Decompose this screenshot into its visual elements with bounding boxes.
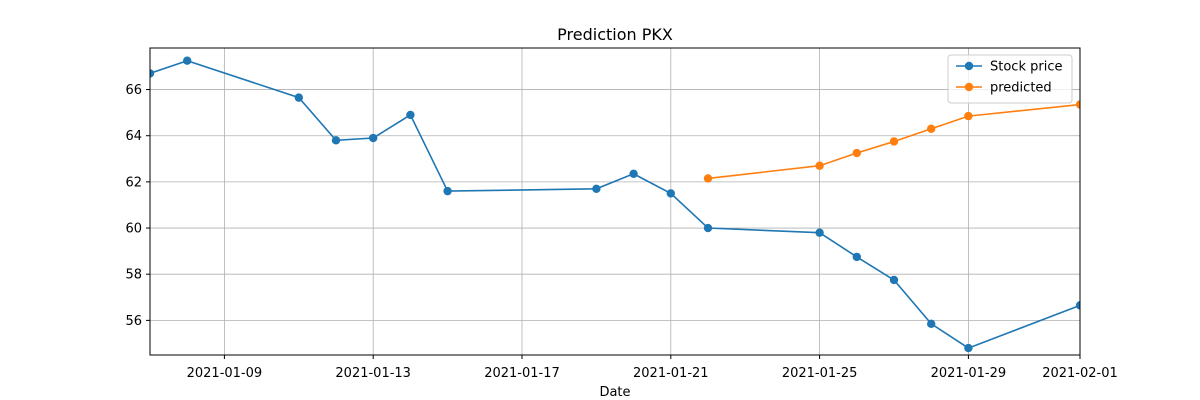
plot-area-frame <box>149 47 1081 356</box>
data-point <box>406 110 415 120</box>
x-axis-label: Date <box>599 385 630 400</box>
data-point <box>703 174 713 183</box>
data-point <box>703 223 713 233</box>
data-point <box>443 186 452 196</box>
data-point <box>964 343 973 353</box>
x-tick-label: 2021-01-25 <box>782 366 858 381</box>
data-point <box>889 275 899 285</box>
legend-marker <box>964 61 974 71</box>
chart-title: Prediction PKX <box>557 25 673 44</box>
data-point <box>150 69 155 78</box>
legend-box <box>947 54 1073 104</box>
data-point <box>927 319 936 329</box>
data-point <box>1075 100 1080 109</box>
y-tick-label: 58 <box>125 268 142 283</box>
y-tick-label: 56 <box>125 314 142 329</box>
legend-item: predicted <box>956 81 1052 96</box>
legend-label: predicted <box>990 81 1052 96</box>
data-point <box>629 169 638 179</box>
x-tick-label: 2021-02-01 <box>1042 366 1118 381</box>
data-point <box>592 184 601 194</box>
data-point <box>927 124 936 133</box>
legend-label: Stock price <box>990 60 1062 75</box>
data-point <box>815 161 824 170</box>
axis-ticks: 2021-01-09 2021-01-13 2021-01-17 2021-01-21… <box>125 83 1117 381</box>
data-point <box>331 136 341 145</box>
data-point <box>1075 301 1080 310</box>
data-point <box>183 56 192 65</box>
series-predicted <box>703 100 1080 183</box>
series-layer <box>150 56 1080 353</box>
y-tick-label: 62 <box>125 175 142 190</box>
x-tick-label: 2021-01-21 <box>633 366 709 381</box>
y-tick-label: 66 <box>125 83 142 98</box>
legend-item: Stock price <box>956 60 1062 75</box>
data-point <box>852 148 861 158</box>
series-line <box>150 59 1080 349</box>
legend-marker <box>964 82 974 92</box>
data-point <box>889 137 899 146</box>
x-tick-label: 2021-01-29 <box>931 366 1007 381</box>
data-point <box>666 189 675 198</box>
data-point <box>369 133 378 143</box>
series-stock-price <box>150 56 1080 353</box>
data-point <box>294 93 303 102</box>
x-tick-label: 2021-01-17 <box>484 366 560 381</box>
legend: Stock price predicted <box>947 54 1073 104</box>
x-tick-label: 2021-01-09 <box>187 366 263 381</box>
data-point <box>815 228 824 237</box>
data-point <box>964 111 973 121</box>
data-point <box>852 252 861 262</box>
y-tick-label: 64 <box>125 129 142 144</box>
x-tick-label: 2021-01-13 <box>335 366 411 381</box>
y-tick-label: 60 <box>125 222 142 237</box>
